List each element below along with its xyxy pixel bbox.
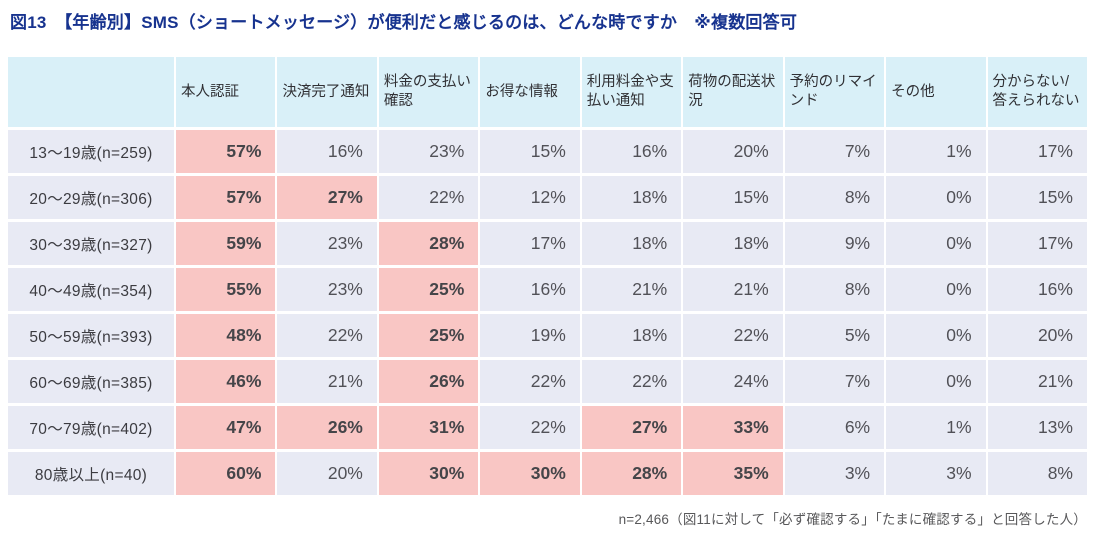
value-cell: 0% — [886, 360, 986, 404]
value-cell-highlighted: 35% — [683, 452, 783, 496]
value-cell: 16% — [987, 268, 1087, 312]
value-cell-highlighted: 30% — [480, 452, 580, 496]
value-cell: 0% — [886, 314, 986, 358]
column-header-dont-know: 分からない/ 答えられない — [987, 57, 1087, 128]
value-cell-highlighted: 57% — [176, 130, 276, 174]
value-cell-highlighted: 31% — [378, 406, 479, 450]
value-cell: 8% — [987, 452, 1087, 496]
value-cell: 15% — [987, 176, 1087, 220]
row-label: 30～39歳(n=327) — [8, 222, 174, 266]
row-label: 20～29歳(n=306) — [8, 176, 174, 220]
value-cell: 7% — [784, 360, 885, 404]
value-cell: 1% — [886, 406, 986, 450]
column-header-reservation-reminder: 予約のリマイ ンド — [784, 57, 885, 128]
value-cell: 18% — [581, 222, 682, 266]
value-cell: 23% — [378, 130, 479, 174]
value-cell-highlighted: 28% — [581, 452, 682, 496]
value-cell-highlighted: 57% — [176, 176, 276, 220]
value-cell: 7% — [784, 130, 885, 174]
value-cell-highlighted: 46% — [176, 360, 276, 404]
value-cell: 22% — [581, 360, 682, 404]
row-label: 13～19歳(n=259) — [8, 130, 174, 174]
value-cell: 21% — [277, 360, 377, 404]
value-cell: 3% — [784, 452, 885, 496]
value-cell-highlighted: 25% — [378, 314, 479, 358]
value-cell: 24% — [683, 360, 783, 404]
value-cell: 5% — [784, 314, 885, 358]
value-cell: 21% — [683, 268, 783, 312]
survey-table: 本人認証 決済完了通知 料金の支払い 確認 お得な情報 利用料金や支 払い通知 … — [8, 57, 1087, 496]
value-cell: 22% — [683, 314, 783, 358]
value-cell-highlighted: 55% — [176, 268, 276, 312]
value-cell: 13% — [987, 406, 1087, 450]
value-cell: 9% — [784, 222, 885, 266]
value-cell: 8% — [784, 176, 885, 220]
value-cell: 1% — [886, 130, 986, 174]
value-cell-highlighted: 25% — [378, 268, 479, 312]
value-cell: 15% — [683, 176, 783, 220]
row-label: 50～59歳(n=393) — [8, 314, 174, 358]
value-cell: 21% — [581, 268, 682, 312]
value-cell: 21% — [987, 360, 1087, 404]
value-cell: 22% — [480, 360, 580, 404]
row-label: 60～69歳(n=385) — [8, 360, 174, 404]
value-cell: 18% — [581, 176, 682, 220]
value-cell: 20% — [277, 452, 377, 496]
value-cell: 23% — [277, 222, 377, 266]
value-cell-highlighted: 26% — [378, 360, 479, 404]
value-cell: 18% — [581, 314, 682, 358]
value-cell: 20% — [987, 314, 1087, 358]
row-label: 80歳以上(n=40) — [8, 452, 174, 496]
value-cell: 22% — [480, 406, 580, 450]
value-cell: 0% — [886, 268, 986, 312]
value-cell: 22% — [277, 314, 377, 358]
value-cell: 17% — [480, 222, 580, 266]
value-cell: 20% — [683, 130, 783, 174]
value-cell-highlighted: 59% — [176, 222, 276, 266]
value-cell-highlighted: 27% — [581, 406, 682, 450]
column-header-deals-info: お得な情報 — [480, 57, 580, 128]
value-cell-highlighted: 48% — [176, 314, 276, 358]
value-cell-highlighted: 47% — [176, 406, 276, 450]
value-cell: 3% — [886, 452, 986, 496]
value-cell-highlighted: 33% — [683, 406, 783, 450]
column-header-bill-confirmation: 料金の支払い 確認 — [378, 57, 479, 128]
value-cell: 23% — [277, 268, 377, 312]
value-cell: 0% — [886, 176, 986, 220]
row-label: 70～79歳(n=402) — [8, 406, 174, 450]
column-header-delivery-status: 荷物の配送状 況 — [683, 57, 783, 128]
figure-title: 図13 【年齢別】SMS（ショートメッセージ）が便利だと感じるのは、どんな時です… — [10, 13, 798, 32]
value-cell: 19% — [480, 314, 580, 358]
column-header-usage-fee-notice: 利用料金や支 払い通知 — [581, 57, 682, 128]
value-cell: 6% — [784, 406, 885, 450]
row-label: 40～49歳(n=354) — [8, 268, 174, 312]
column-header-payment-complete: 決済完了通知 — [277, 57, 377, 128]
corner-cell — [8, 57, 174, 128]
value-cell: 22% — [378, 176, 479, 220]
value-cell: 17% — [987, 130, 1087, 174]
value-cell: 15% — [480, 130, 580, 174]
sample-size-footnote: n=2,466（図11に対して「必ず確認する」「たまに確認する」と回答した人） — [618, 512, 1087, 528]
value-cell: 12% — [480, 176, 580, 220]
column-header-other: その他 — [886, 57, 986, 128]
value-cell-highlighted: 60% — [176, 452, 276, 496]
value-cell-highlighted: 26% — [277, 406, 377, 450]
value-cell: 18% — [683, 222, 783, 266]
value-cell: 8% — [784, 268, 885, 312]
value-cell: 17% — [987, 222, 1087, 266]
column-header-identity-auth: 本人認証 — [176, 57, 276, 128]
value-cell: 16% — [277, 130, 377, 174]
value-cell: 0% — [886, 222, 986, 266]
value-cell: 16% — [581, 130, 682, 174]
value-cell-highlighted: 28% — [378, 222, 479, 266]
value-cell: 16% — [480, 268, 580, 312]
value-cell-highlighted: 30% — [378, 452, 479, 496]
value-cell-highlighted: 27% — [277, 176, 377, 220]
